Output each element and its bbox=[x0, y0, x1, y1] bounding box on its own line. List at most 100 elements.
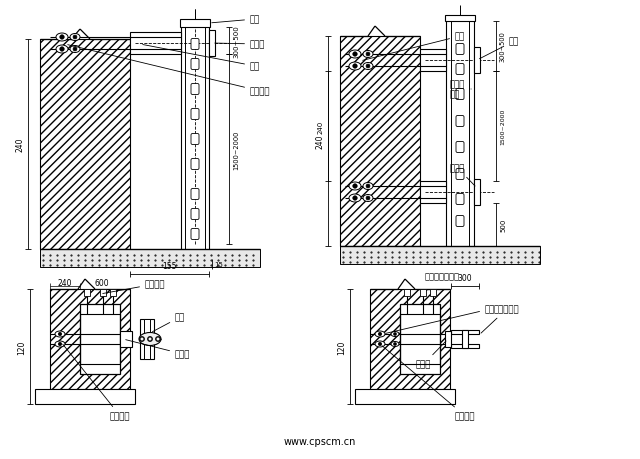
Bar bbox=[400, 304, 440, 374]
Text: 立柱: 立柱 bbox=[212, 16, 260, 24]
Circle shape bbox=[366, 65, 370, 69]
Bar bbox=[445, 331, 451, 347]
Bar bbox=[420, 182, 446, 203]
Circle shape bbox=[353, 185, 357, 189]
Text: 螺栓: 螺栓 bbox=[143, 45, 260, 71]
Bar bbox=[474, 48, 480, 74]
Bar bbox=[445, 16, 475, 22]
Ellipse shape bbox=[70, 34, 80, 41]
Bar bbox=[404, 289, 410, 297]
Text: www.cpscm.cn: www.cpscm.cn bbox=[284, 436, 356, 446]
Bar bbox=[35, 389, 135, 404]
Ellipse shape bbox=[56, 34, 68, 42]
Text: 300~500: 300~500 bbox=[233, 25, 239, 58]
Bar bbox=[462, 330, 468, 348]
FancyBboxPatch shape bbox=[456, 169, 464, 180]
Bar bbox=[50, 289, 130, 389]
Bar bbox=[130, 33, 181, 55]
Text: 300~500: 300~500 bbox=[500, 32, 506, 62]
Text: 1500~2000: 1500~2000 bbox=[500, 109, 505, 145]
Ellipse shape bbox=[363, 183, 373, 190]
Circle shape bbox=[353, 196, 357, 201]
Bar bbox=[144, 319, 150, 359]
Ellipse shape bbox=[391, 342, 399, 347]
Bar bbox=[355, 389, 455, 404]
Bar bbox=[80, 304, 120, 374]
Circle shape bbox=[58, 333, 61, 336]
FancyBboxPatch shape bbox=[456, 64, 464, 75]
Bar bbox=[140, 319, 154, 359]
FancyBboxPatch shape bbox=[191, 39, 199, 50]
Ellipse shape bbox=[55, 341, 65, 347]
Text: 155: 155 bbox=[163, 262, 177, 270]
Circle shape bbox=[149, 338, 151, 341]
Text: 300: 300 bbox=[458, 274, 472, 282]
FancyBboxPatch shape bbox=[456, 142, 464, 153]
Bar bbox=[120, 331, 132, 347]
Circle shape bbox=[73, 36, 77, 40]
FancyBboxPatch shape bbox=[191, 229, 199, 240]
Circle shape bbox=[366, 53, 370, 57]
Ellipse shape bbox=[70, 46, 80, 53]
Bar bbox=[80, 314, 120, 364]
Text: 预埋螺栓: 预埋螺栓 bbox=[382, 346, 476, 420]
Text: 240: 240 bbox=[58, 278, 72, 287]
Text: 预埋螺栓: 预埋螺栓 bbox=[103, 280, 166, 294]
FancyBboxPatch shape bbox=[191, 109, 199, 120]
Ellipse shape bbox=[55, 331, 65, 337]
Bar bbox=[110, 289, 116, 297]
Text: 固定板: 固定板 bbox=[416, 341, 446, 369]
FancyBboxPatch shape bbox=[191, 59, 199, 70]
Bar bbox=[451, 330, 479, 334]
Circle shape bbox=[353, 53, 357, 57]
Ellipse shape bbox=[375, 341, 385, 347]
Bar bbox=[340, 246, 540, 264]
Circle shape bbox=[353, 65, 357, 69]
Bar bbox=[84, 289, 90, 297]
Text: 螺栓: 螺栓 bbox=[363, 33, 465, 61]
Text: 工字钢立柱: 工字钢立柱 bbox=[481, 305, 520, 333]
Circle shape bbox=[147, 337, 152, 342]
Ellipse shape bbox=[363, 195, 373, 202]
Ellipse shape bbox=[363, 51, 373, 58]
Ellipse shape bbox=[349, 195, 361, 202]
Ellipse shape bbox=[363, 63, 373, 70]
Text: 螺栓: 螺栓 bbox=[152, 313, 185, 332]
Text: 螺栓: 螺栓 bbox=[479, 38, 519, 60]
Text: 工字钢
立柱: 工字钢 立柱 bbox=[450, 80, 471, 100]
Text: 240: 240 bbox=[15, 137, 24, 152]
Circle shape bbox=[58, 342, 61, 346]
Bar bbox=[209, 31, 215, 57]
Text: 240: 240 bbox=[315, 134, 324, 149]
Circle shape bbox=[378, 342, 381, 346]
Text: 固定板: 固定板 bbox=[215, 40, 266, 50]
Bar bbox=[340, 37, 420, 246]
Bar bbox=[40, 40, 130, 249]
FancyBboxPatch shape bbox=[456, 216, 464, 227]
Bar bbox=[430, 289, 436, 297]
Ellipse shape bbox=[349, 51, 361, 59]
Ellipse shape bbox=[391, 332, 399, 337]
Text: 螺栓: 螺栓 bbox=[386, 305, 495, 334]
Text: 120: 120 bbox=[337, 340, 346, 354]
FancyBboxPatch shape bbox=[456, 90, 464, 100]
Text: 固定板: 固定板 bbox=[125, 340, 190, 359]
Circle shape bbox=[60, 36, 64, 40]
FancyBboxPatch shape bbox=[191, 159, 199, 170]
Text: 预埋螺栓: 预埋螺栓 bbox=[63, 344, 131, 420]
FancyBboxPatch shape bbox=[456, 116, 464, 127]
Circle shape bbox=[156, 337, 161, 342]
Text: 预制混凝土砌块: 预制混凝土砌块 bbox=[425, 272, 460, 281]
Bar bbox=[400, 314, 440, 364]
Bar bbox=[180, 20, 210, 28]
FancyBboxPatch shape bbox=[191, 84, 199, 95]
Circle shape bbox=[394, 343, 396, 346]
Text: 120: 120 bbox=[17, 340, 26, 354]
Circle shape bbox=[140, 337, 145, 342]
Ellipse shape bbox=[349, 63, 361, 71]
Bar bbox=[420, 50, 446, 72]
Bar bbox=[420, 289, 426, 297]
Bar bbox=[370, 289, 450, 389]
Circle shape bbox=[394, 333, 396, 336]
Ellipse shape bbox=[56, 46, 68, 54]
